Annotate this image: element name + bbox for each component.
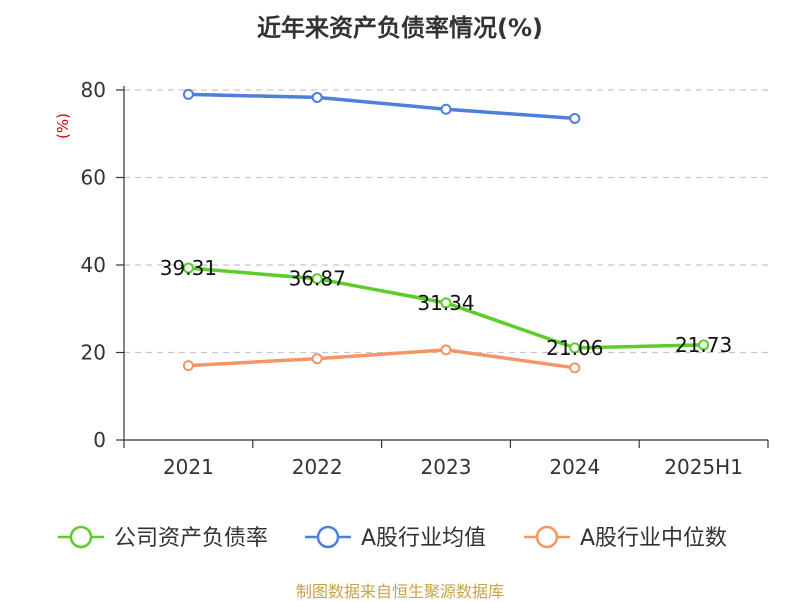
- data-point: [311, 273, 323, 285]
- legend-label: A股行业均值: [361, 526, 486, 551]
- data-point: [569, 362, 581, 374]
- y-axis-label: (%): [54, 113, 72, 139]
- data-label: 36.87: [289, 267, 346, 291]
- data-point: [311, 353, 323, 365]
- data-point: [440, 297, 452, 309]
- data-point: [569, 342, 581, 354]
- data-point: [698, 339, 710, 351]
- data-label: 31.34: [417, 291, 474, 315]
- legend-marker: [316, 525, 340, 549]
- data-point: [440, 103, 452, 115]
- data-label: 39.31: [160, 256, 217, 280]
- y-tick-label: 20: [81, 341, 106, 365]
- data-label: 21.73: [675, 333, 732, 357]
- series-line-2: [188, 348, 576, 370]
- data-labels: 39.31 36.87 31.34 21.06 21.73: [160, 256, 732, 360]
- y-tick-label: 40: [81, 253, 106, 277]
- y-tick-label: 0: [93, 428, 106, 452]
- data-point: [569, 112, 581, 124]
- axes: 0 20 40 60 80 2021 2022 2023 2024 2025H1 (%): [54, 78, 769, 479]
- legend-marker: [69, 525, 93, 549]
- data-point: [182, 88, 194, 100]
- data-label: 21.06: [546, 336, 603, 360]
- source-note: 制图数据来自恒生聚源数据库: [295, 582, 504, 601]
- y-tick-label: 60: [81, 166, 106, 190]
- data-point: [182, 262, 194, 274]
- legend-label: 公司资产负债率: [114, 526, 268, 551]
- data-point: [311, 91, 323, 103]
- x-tick-label: 2022: [292, 455, 343, 479]
- legend-marker: [535, 525, 559, 549]
- x-tick-label: 2021: [163, 455, 214, 479]
- legend: 公司资产负债率 A股行业均值 A股行业中位数: [58, 525, 727, 551]
- chart-title: 近年来资产负债率情况(%): [257, 14, 543, 42]
- x-tick-label: 2024: [549, 455, 600, 479]
- data-point: [182, 360, 194, 372]
- x-tick-label: 2025H1: [664, 455, 743, 479]
- legend-label: A股行业中位数: [580, 526, 727, 551]
- y-tick-label: 80: [81, 78, 106, 102]
- series-line-1: [188, 92, 575, 121]
- data-point: [440, 344, 452, 356]
- series-lines: [182, 88, 710, 374]
- x-tick-label: 2023: [421, 455, 472, 479]
